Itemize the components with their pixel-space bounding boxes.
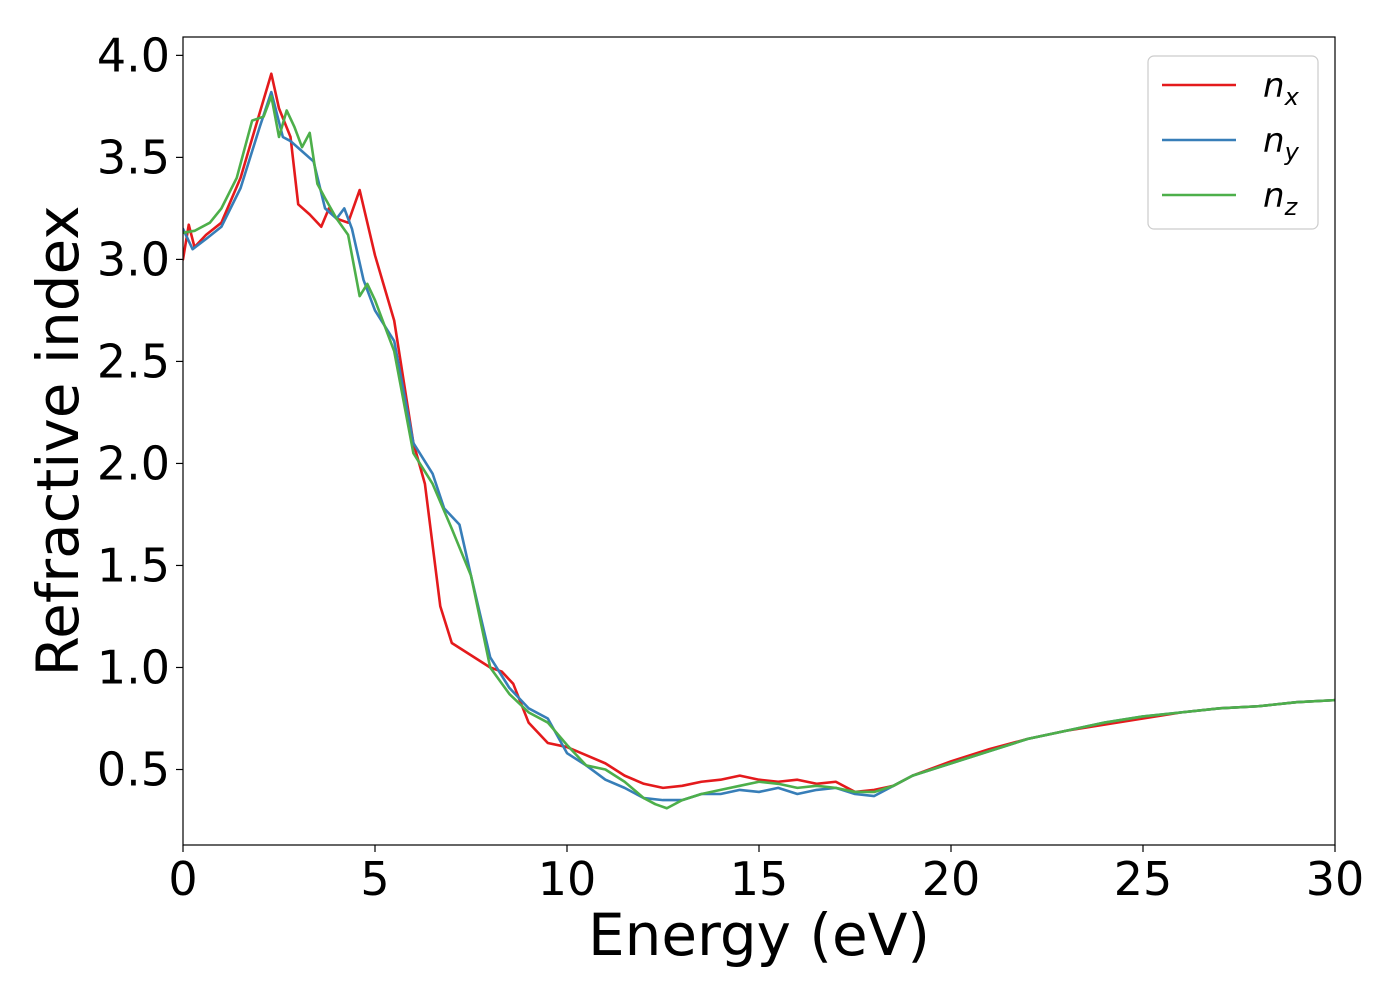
legend-box [1147, 55, 1319, 230]
legend-label-z: nz [1263, 176, 1299, 221]
y-tick-label: 2.5 [97, 334, 170, 388]
y-tick-label: 1.5 [97, 538, 170, 592]
x-axis-title: Energy (eV) [588, 901, 930, 969]
y-tick-label: 2.0 [97, 436, 170, 490]
y-axis-title: Refractive index [24, 205, 92, 676]
legend-label-base: n [1263, 176, 1285, 216]
series-line-x [183, 72, 1335, 794]
legend-label-subscript: z [1284, 193, 1299, 221]
y-axis: 0.5 1.0 1.5 2.0 2.5 3.0 3.5 4.0 [97, 28, 183, 797]
y-tick-label: 0.5 [97, 743, 170, 797]
x-tick-label: 30 [1306, 852, 1365, 906]
x-tick-label: 15 [730, 852, 789, 906]
series-layer [183, 72, 1335, 810]
y-tick-label: 1.0 [97, 640, 170, 694]
legend-label-subscript: x [1284, 83, 1300, 111]
x-axis: 0 5 10 15 20 25 30 [168, 845, 1364, 906]
legend-label-base: n [1263, 121, 1285, 161]
x-tick-label: 5 [360, 852, 389, 906]
y-tick-label: 3.5 [97, 130, 170, 184]
y-tick-label: 3.0 [97, 232, 170, 286]
y-tick-label: 4.0 [97, 28, 170, 82]
x-tick-label: 0 [168, 852, 197, 906]
x-tick-label: 10 [538, 852, 597, 906]
legend-label-subscript: y [1284, 138, 1300, 166]
legend-label-y: ny [1263, 121, 1300, 166]
legend-label-x: nx [1263, 66, 1300, 111]
x-tick-label: 25 [1114, 852, 1173, 906]
legend-label-base: n [1263, 66, 1285, 106]
series-line-z [183, 94, 1335, 810]
x-tick-label: 20 [922, 852, 981, 906]
